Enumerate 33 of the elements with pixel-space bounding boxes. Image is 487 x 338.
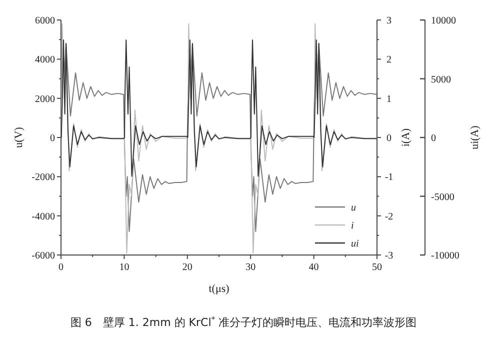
- x-axis-title: t(μs): [208, 283, 230, 295]
- legend-label: u: [351, 202, 356, 214]
- x-tick-label: 50: [372, 262, 382, 273]
- legend-label: ui: [351, 238, 359, 250]
- y2-tick-label: -3: [384, 250, 394, 262]
- y2-tick-label: 3: [386, 16, 392, 26]
- y-tick-label: -4000: [32, 211, 55, 222]
- y-tick-label: -6000: [32, 250, 55, 262]
- y3-tick-label: 0: [431, 133, 436, 144]
- y2-tick-label: -1: [384, 172, 394, 184]
- y2-axis-title: i(A): [400, 128, 412, 147]
- y3-tick-label: -5000: [431, 192, 454, 203]
- y-tick-label: -2000: [32, 172, 55, 184]
- x-tick-label: 20: [182, 262, 192, 273]
- y2-tick-label: -2: [384, 211, 394, 222]
- y-axis-title: u(V): [13, 126, 25, 148]
- y-tick-label: 4000: [35, 54, 55, 66]
- x-tick-label: 0: [58, 262, 64, 273]
- y-tick-label: 2000: [35, 94, 55, 105]
- y3-tick-label: 5000: [431, 74, 451, 86]
- x-tick-label: 30: [246, 262, 256, 273]
- y2-tick-label: 2: [386, 54, 392, 66]
- caption: 图 6 壁厚 1. 2mm 的 KrCl$^{*}$ 准分子灯的瞬时电压、电流和功率波形图: [70, 314, 417, 329]
- x-tick-label: 10: [119, 262, 130, 273]
- y-tick-label: 6000: [35, 16, 55, 26]
- x-tick-label: 40: [308, 262, 319, 273]
- y3-axis-title: ui(A): [469, 125, 481, 150]
- y2-tick-label: 0: [386, 133, 392, 144]
- y2-tick-label: 1: [386, 94, 392, 105]
- legend-label: i: [351, 220, 354, 232]
- y-tick-label: 0: [50, 133, 55, 144]
- y3-tick-label: -10000: [431, 250, 460, 262]
- y3-tick-label: 10000: [431, 16, 456, 26]
